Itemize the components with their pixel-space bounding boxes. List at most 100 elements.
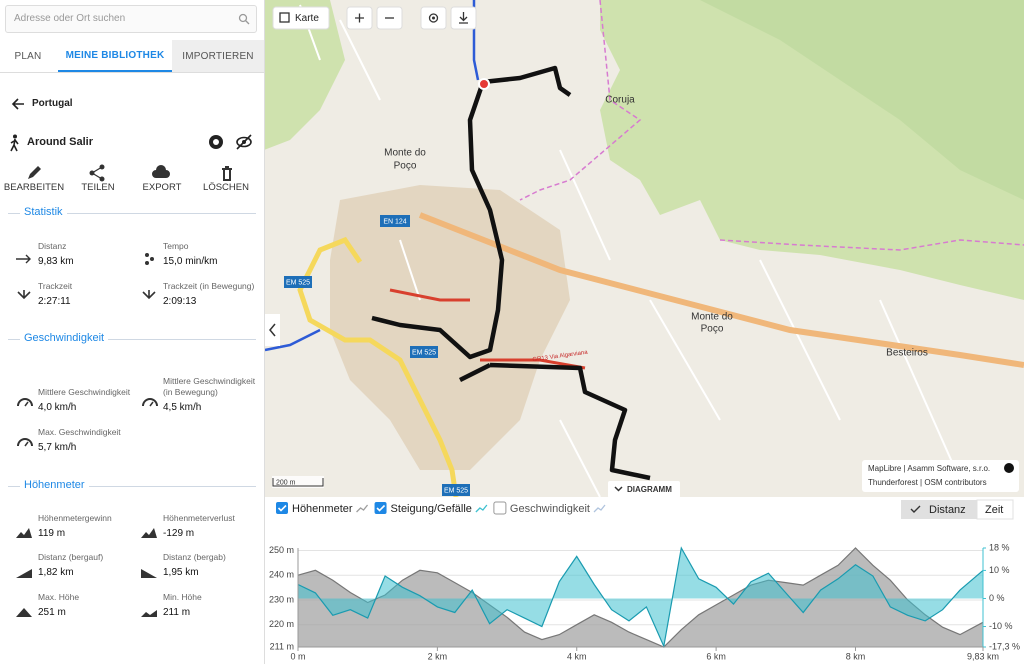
stat-value: 5,7 km/h xyxy=(38,442,77,453)
y-tick-label: 230 m xyxy=(269,594,294,604)
search-box[interactable]: Adresse oder Ort suchen xyxy=(5,5,257,33)
zoom-out[interactable] xyxy=(376,6,403,30)
track[interactable] xyxy=(371,65,651,481)
checkbox xyxy=(374,502,387,514)
section-divider xyxy=(8,339,256,340)
track-toggles[interactable] xyxy=(208,134,258,150)
section-title: Geschwindigkeit xyxy=(20,332,109,344)
x-mode-inactive[interactable] xyxy=(976,499,1014,520)
legend-swatch xyxy=(356,504,369,513)
stat-label: Trackzeit (in Bewegung) xyxy=(163,281,255,291)
stat-label: Distanz (bergauf) xyxy=(38,552,104,562)
stat-value: 15,0 min/km xyxy=(163,256,218,267)
action-icons xyxy=(28,164,232,182)
action-button[interactable]: BEARBEITEN xyxy=(3,182,65,193)
y2-tick-label: 18 % xyxy=(989,542,1010,552)
x-tick-label: 8 km xyxy=(846,651,866,661)
secondary-road xyxy=(297,236,459,498)
y-tick-label: 220 m xyxy=(269,619,294,629)
legend-label: Höhenmeter xyxy=(292,503,353,515)
track-start[interactable] xyxy=(478,78,490,90)
place-label: Coruja xyxy=(605,95,635,106)
legend-checkbox[interactable]: Steigung/Gefälle xyxy=(374,502,488,515)
action-button[interactable]: LÖSCHEN xyxy=(203,182,249,193)
x-mode-label: Zeit xyxy=(985,504,1003,516)
back-button[interactable] xyxy=(10,97,26,111)
gradient-area xyxy=(298,548,983,647)
diagram-toggle-label: DIAGRAMM xyxy=(627,485,672,494)
stat-label: Distanz xyxy=(38,241,67,251)
zoom-in[interactable] xyxy=(346,6,373,30)
diagram-toggle[interactable]: DIAGRAMM xyxy=(608,481,680,498)
elevation-line xyxy=(297,547,984,648)
stat-label: Höhenmetergewinn xyxy=(38,513,112,523)
section-divider xyxy=(8,486,256,487)
tab[interactable]: PLAN xyxy=(14,50,42,62)
town-area xyxy=(330,185,570,470)
download-button[interactable] xyxy=(450,6,477,30)
road-label: EM 525 xyxy=(286,279,310,286)
attribution: MapLibre | Asamm Software, s.r.o. Thunder… xyxy=(862,460,1019,492)
layer-button[interactable]: Karte xyxy=(272,6,330,30)
road-shield: EM 525 xyxy=(284,276,312,288)
stat: Höhenmetergewinn 119 m xyxy=(38,502,150,540)
x-mode-active[interactable] xyxy=(901,500,977,519)
stat-value: 1,82 km xyxy=(38,567,74,578)
checkbox xyxy=(276,502,288,514)
stat-value: 211 m xyxy=(163,607,191,618)
tab[interactable]: IMPORTIEREN xyxy=(172,40,264,72)
stat-value: 2:09:13 xyxy=(163,296,197,307)
stat: Distanz 9,83 km xyxy=(38,230,150,268)
road-shield: EN 124 xyxy=(380,215,410,227)
stat: Mittlere Geschwindigkeit 4,0 km/h xyxy=(38,360,150,414)
boundary xyxy=(519,0,1024,251)
action-button[interactable]: TEILEN xyxy=(81,182,115,193)
y-tick-label: 211 m xyxy=(270,641,294,651)
layer-button-label: Karte xyxy=(295,13,319,24)
stat: Max. Höhe 251 m xyxy=(38,581,150,619)
stat: Tempo 15,0 min/km xyxy=(163,230,275,268)
stat-value: 1,95 km xyxy=(163,567,199,578)
collapse-sidebar[interactable] xyxy=(264,314,280,346)
stat-label: Max. Geschwindigkeit xyxy=(38,427,121,437)
trail xyxy=(389,288,586,370)
breadcrumb[interactable]: Portugal xyxy=(32,98,73,109)
road-label: EM 525 xyxy=(444,487,468,494)
attribution-text: Thunderforest | OSM contributors xyxy=(868,478,987,487)
info-icon[interactable] xyxy=(1004,463,1014,473)
action-button[interactable]: EXPORT xyxy=(142,182,182,193)
y-tick-label: 240 m xyxy=(269,570,294,580)
sidebar: Adresse oder Ort suchen PLAN MEINE BIBLI… xyxy=(0,0,265,664)
stat-label: Höhenmeterverlust xyxy=(163,513,235,523)
x-mode-label: Distanz xyxy=(929,504,966,516)
road-label: EN 124 xyxy=(383,218,406,225)
tab[interactable]: MEINE BIBLIOTHEK xyxy=(58,40,172,72)
stat: Trackzeit (in Bewegung) 2:09:13 xyxy=(163,270,275,308)
legend-checkbox[interactable]: Höhenmeter xyxy=(276,502,369,515)
legend-checkbox[interactable]: Geschwindigkeit xyxy=(493,501,606,515)
legend-swatch xyxy=(475,504,488,513)
stat-label: Mittlere Geschwindigkeit (in Bewegung) xyxy=(163,376,256,397)
x-tick-label: 9,83 km xyxy=(967,651,999,661)
section-title: Höhenmeter xyxy=(20,479,89,491)
place-label: Monte do xyxy=(691,312,733,323)
checkbox xyxy=(493,501,507,515)
search-placeholder: Adresse oder Ort suchen xyxy=(14,13,126,24)
place-label: Besteiros xyxy=(886,348,928,359)
stat: Höhenmeterverlust -129 m xyxy=(163,502,275,540)
x-tick-label: 6 km xyxy=(706,651,726,661)
place-label: Poço xyxy=(394,161,417,172)
hiking-icon xyxy=(10,134,19,152)
x-mode-switch: Distanz Zeit xyxy=(901,499,1014,520)
stat-label: Mittlere Geschwindigkeit xyxy=(38,387,131,397)
y2-tick-label: -17,3 % xyxy=(989,641,1020,651)
locate-button[interactable] xyxy=(420,6,447,30)
scale-label: 200 m xyxy=(276,479,296,486)
stat-value: 119 m xyxy=(38,528,66,539)
x-tick-label: 0 m xyxy=(290,651,305,661)
section-title: Statistik xyxy=(20,206,67,218)
legend-swatch xyxy=(593,504,606,513)
stat-value: 9,83 km xyxy=(38,256,74,267)
hill-area xyxy=(264,0,345,150)
section-divider xyxy=(8,213,256,214)
